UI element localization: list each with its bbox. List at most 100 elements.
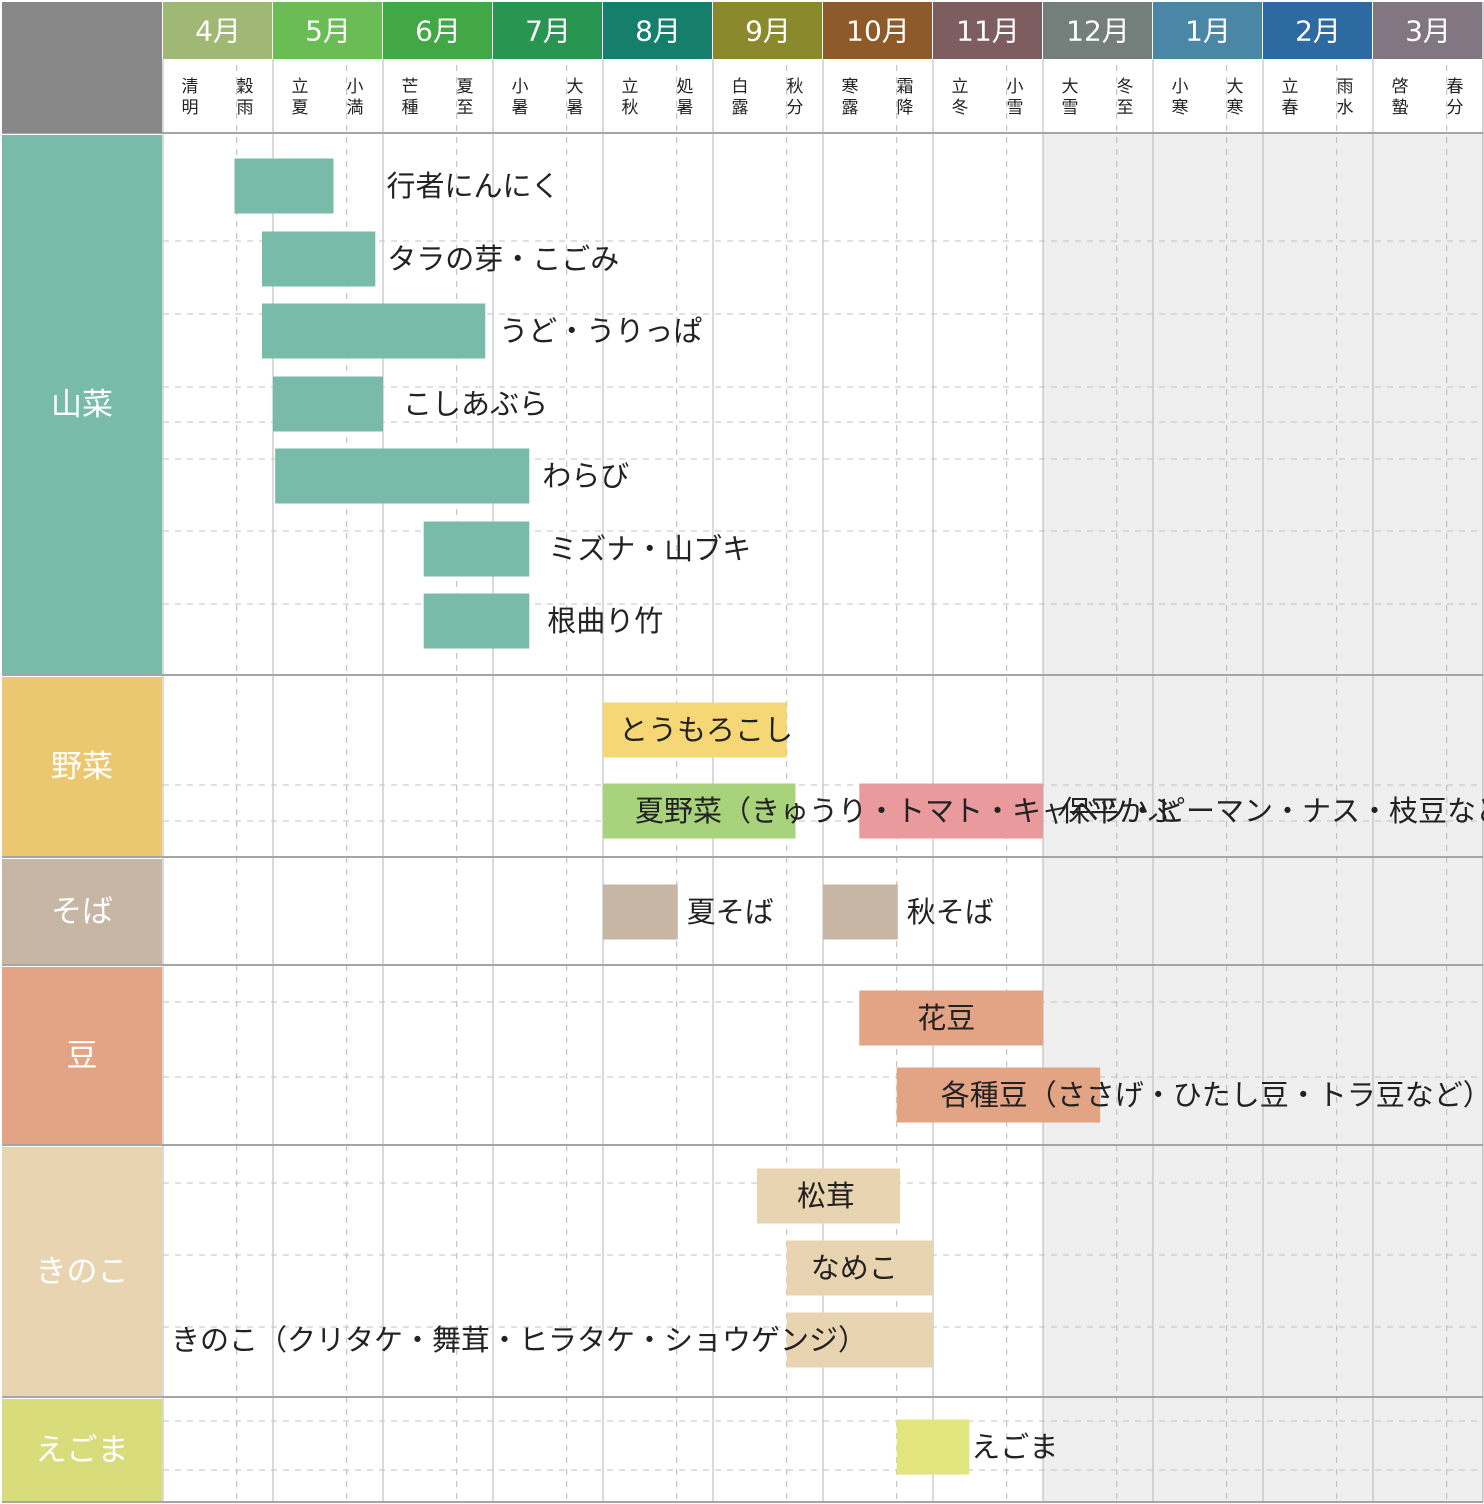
month-label: 4月 xyxy=(195,15,241,48)
sekki-label: 小 xyxy=(1007,77,1024,97)
sekki-label: 雪 xyxy=(1062,98,1079,118)
month-label: 10月 xyxy=(846,15,910,48)
category-label: 豆 xyxy=(67,1038,98,1074)
sekki-label: 分 xyxy=(1447,98,1464,118)
item-label: 行者にんにく xyxy=(387,169,560,203)
sekki-label: 暑 xyxy=(567,98,584,118)
sekki-label: 小 xyxy=(512,77,529,97)
season-bar xyxy=(786,1240,933,1296)
season-bar xyxy=(757,1168,900,1224)
category-3: 豆 xyxy=(2,967,162,1144)
category-cell xyxy=(2,967,162,1144)
season-bar xyxy=(262,303,486,359)
sekki-label: 芒 xyxy=(402,77,419,97)
sekki-label: 白 xyxy=(732,77,749,97)
month-label: 11月 xyxy=(956,15,1020,48)
sekki-label: 霜 xyxy=(897,77,914,97)
sekki-label: 明 xyxy=(182,98,199,118)
month-cell xyxy=(163,2,272,59)
sekki-label: 冬 xyxy=(1117,77,1134,97)
category-4: きのこ xyxy=(2,1147,162,1396)
item-label: 秋そば xyxy=(907,895,994,929)
sekki-label: 寒 xyxy=(1227,98,1244,118)
bars-layer xyxy=(234,158,1101,1475)
month-label: 5月 xyxy=(305,15,351,48)
sekki-label: 雨 xyxy=(1337,77,1354,97)
sekki-label: 夏 xyxy=(292,98,309,118)
month-label: 8月 xyxy=(635,15,681,48)
month-cell xyxy=(603,2,712,59)
sekki-label: 秋 xyxy=(622,98,639,118)
season-bar xyxy=(603,884,678,940)
season-bar xyxy=(786,1312,933,1368)
labels-layer: 行者にんにくタラの芽・こごみうど・うりっぱこしあぶらわらびミズナ・山ブキ根曲り竹… xyxy=(171,169,1484,1464)
item-label: とうもろこし xyxy=(619,713,793,747)
category-label: 山菜 xyxy=(51,387,113,423)
month-cell xyxy=(1043,2,1152,59)
sekki-label: 雨 xyxy=(237,98,254,118)
item-label: 夏そば xyxy=(687,895,774,929)
month-label: 6月 xyxy=(415,15,461,48)
category-label: えごま xyxy=(36,1433,129,1469)
month-cell xyxy=(1373,2,1482,59)
season-bar xyxy=(262,231,376,287)
item-label: こしあぶら xyxy=(403,387,548,421)
month-cell xyxy=(383,2,492,59)
category-0: 山菜 xyxy=(2,135,162,674)
category-cell xyxy=(2,1399,162,1501)
month-cell xyxy=(713,2,822,59)
sekki-label: 春 xyxy=(1282,98,1299,118)
item-label: タラの芽・こごみ xyxy=(387,242,619,276)
category-cell xyxy=(2,1147,162,1396)
item-label: 花豆 xyxy=(917,1001,975,1035)
month-label: 3月 xyxy=(1405,15,1451,48)
item-label: きのこ（クリタケ・舞茸・ヒラタケ・ショウゲンジ） xyxy=(171,1323,867,1357)
sekki-label: 降 xyxy=(897,98,914,118)
season-bar xyxy=(234,158,334,214)
sekki-label: 冬 xyxy=(952,98,969,118)
item-label: ミズナ・山ブキ xyxy=(548,532,751,566)
item-label: わらび xyxy=(542,459,629,493)
sekki-label: 至 xyxy=(457,98,474,118)
month-cell xyxy=(493,2,602,59)
season-bar xyxy=(896,1067,1101,1123)
sekki-label: 雪 xyxy=(1007,98,1024,118)
month-cell xyxy=(273,2,382,59)
month-label: 7月 xyxy=(525,15,571,48)
sekki-label: 大 xyxy=(567,77,584,97)
category-cell xyxy=(2,135,162,674)
sekki-label: 秋 xyxy=(787,77,804,97)
header-layer: 4月清明穀雨5月立夏小満6月芒種夏至7月小暑大暑8月立秋処暑9月白露秋分10月寒… xyxy=(2,2,1482,133)
sekki-label: 清 xyxy=(182,77,199,97)
category-cell xyxy=(2,677,162,856)
sekki-label: 分 xyxy=(787,98,804,118)
sekki-label: 立 xyxy=(292,77,309,97)
category-label: きのこ xyxy=(36,1254,129,1290)
sekki-label: 大 xyxy=(1062,77,1079,97)
item-label: えごま xyxy=(971,1430,1058,1464)
sekki-label: 寒 xyxy=(842,77,859,97)
sekki-label: 蟄 xyxy=(1392,98,1409,118)
season-bar xyxy=(603,783,796,839)
season-bar xyxy=(273,376,383,432)
season-bar xyxy=(859,783,1043,839)
sekki-label: 満 xyxy=(347,98,364,118)
sekki-label: 露 xyxy=(732,98,749,118)
month-label: 12月 xyxy=(1066,15,1130,48)
sekki-label: 種 xyxy=(402,98,419,118)
month-cell xyxy=(1153,2,1262,59)
season-bar xyxy=(423,521,530,577)
sekki-label: 小 xyxy=(347,77,364,97)
month-label: 9月 xyxy=(745,15,791,48)
season-bar xyxy=(275,448,530,504)
season-bar xyxy=(859,990,1043,1046)
sekki-label: 露 xyxy=(842,98,859,118)
item-label: 各種豆（ささげ・ひたし豆・トラ豆など） xyxy=(941,1078,1484,1112)
sekki-label: 水 xyxy=(1337,98,1354,118)
sekki-label: 立 xyxy=(622,77,639,97)
sekki-label: 春 xyxy=(1447,77,1464,97)
month-cell xyxy=(823,2,932,59)
header-corner xyxy=(2,2,162,133)
category-5: えごま xyxy=(2,1399,162,1501)
